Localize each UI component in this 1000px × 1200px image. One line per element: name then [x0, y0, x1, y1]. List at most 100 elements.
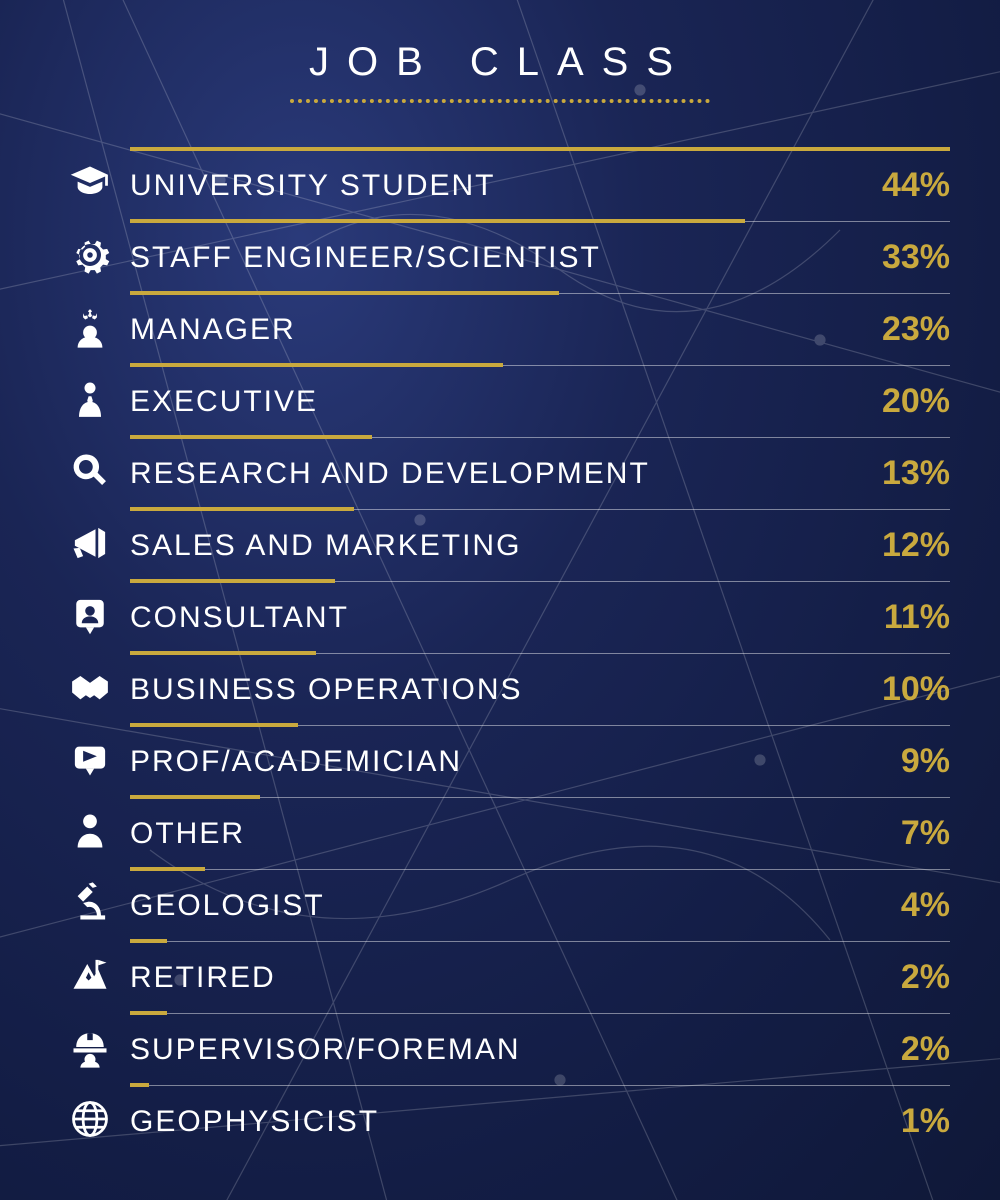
bar-track — [130, 579, 950, 583]
bar-fill — [130, 435, 372, 439]
job-class-label: PROF/ACADEMICIAN — [130, 739, 830, 779]
bar-track — [130, 795, 950, 799]
hardhat-icon — [50, 1025, 130, 1069]
job-class-label: SALES AND MARKETING — [130, 523, 830, 563]
job-class-row: GEOLOGIST4% — [50, 867, 950, 939]
bar-track — [130, 147, 950, 151]
job-class-label: SUPERVISOR/FOREMAN — [130, 1027, 830, 1067]
job-class-row: OTHER7% — [50, 795, 950, 867]
job-class-percent: 23% — [830, 306, 950, 349]
job-class-row: GEOPHYSICIST1% — [50, 1083, 950, 1155]
bar-track — [130, 363, 950, 367]
job-class-label: EXECUTIVE — [130, 379, 830, 419]
job-class-row: RETIRED2% — [50, 939, 950, 1011]
job-class-label: RESEARCH AND DEVELOPMENT — [130, 451, 830, 491]
job-class-percent: 9% — [830, 738, 950, 781]
bar-track — [130, 867, 950, 871]
job-class-row: MANAGER23% — [50, 291, 950, 363]
title-underline — [290, 99, 710, 103]
bar-divider — [298, 725, 950, 726]
job-class-label: BUSINESS OPERATIONS — [130, 667, 830, 707]
job-class-row: SUPERVISOR/FOREMAN2% — [50, 1011, 950, 1083]
bar-fill — [130, 795, 260, 799]
bar-divider — [503, 365, 950, 366]
bar-track — [130, 651, 950, 655]
bar-track — [130, 1083, 950, 1087]
job-class-label: STAFF ENGINEER/SCIENTIST — [130, 235, 830, 275]
grad-cap-icon — [50, 161, 130, 205]
job-class-label: RETIRED — [130, 955, 830, 995]
microscope-icon — [50, 881, 130, 925]
manager-icon — [50, 305, 130, 349]
bar-fill — [130, 867, 205, 871]
bar-track — [130, 939, 950, 943]
bar-fill — [130, 147, 950, 151]
handshake-icon — [50, 665, 130, 709]
job-class-label: GEOLOGIST — [130, 883, 830, 923]
bar-divider — [745, 221, 950, 222]
globe-icon — [50, 1097, 130, 1141]
job-class-row: PROF/ACADEMICIAN9% — [50, 723, 950, 795]
job-class-row: STAFF ENGINEER/SCIENTIST33% — [50, 219, 950, 291]
job-class-row: EXECUTIVE20% — [50, 363, 950, 435]
job-class-percent: 44% — [830, 162, 950, 205]
job-class-list: UNIVERSITY STUDENT44%STAFF ENGINEER/SCIE… — [50, 147, 950, 1155]
job-class-label: OTHER — [130, 811, 830, 851]
job-class-label: MANAGER — [130, 307, 830, 347]
job-class-row: CONSULTANT11% — [50, 579, 950, 651]
job-class-label: CONSULTANT — [130, 595, 830, 635]
job-class-percent: 1% — [830, 1098, 950, 1141]
bar-divider — [354, 509, 950, 510]
bar-divider — [372, 437, 950, 438]
bar-divider — [316, 653, 950, 654]
bar-fill — [130, 1011, 167, 1015]
page-title: JOB CLASS — [50, 40, 950, 85]
bar-track — [130, 507, 950, 511]
bar-fill — [130, 1083, 149, 1087]
job-class-percent: 2% — [830, 1026, 950, 1069]
bar-divider — [260, 797, 950, 798]
bar-fill — [130, 219, 745, 223]
gear-user-icon — [50, 233, 130, 277]
bar-divider — [559, 293, 950, 294]
person-icon — [50, 809, 130, 853]
magnify-icon — [50, 449, 130, 493]
job-class-row: UNIVERSITY STUDENT44% — [50, 147, 950, 219]
bar-fill — [130, 651, 316, 655]
bar-fill — [130, 291, 559, 295]
job-class-percent: 20% — [830, 378, 950, 421]
megaphone-icon — [50, 521, 130, 565]
bar-fill — [130, 939, 167, 943]
job-class-percent: 33% — [830, 234, 950, 277]
job-class-percent: 10% — [830, 666, 950, 709]
job-class-row: RESEARCH AND DEVELOPMENT13% — [50, 435, 950, 507]
prof-icon — [50, 737, 130, 781]
job-class-percent: 13% — [830, 450, 950, 493]
bar-track — [130, 1011, 950, 1015]
bar-divider — [167, 1013, 950, 1014]
bar-divider — [149, 1085, 950, 1086]
id-badge-icon — [50, 593, 130, 637]
mountain-icon — [50, 953, 130, 997]
job-class-label: UNIVERSITY STUDENT — [130, 163, 830, 203]
bar-fill — [130, 579, 335, 583]
job-class-percent: 12% — [830, 522, 950, 565]
job-class-row: BUSINESS OPERATIONS10% — [50, 651, 950, 723]
job-class-percent: 11% — [830, 594, 950, 637]
bar-track — [130, 435, 950, 439]
bar-fill — [130, 507, 354, 511]
job-class-percent: 2% — [830, 954, 950, 997]
job-class-label: GEOPHYSICIST — [130, 1099, 830, 1139]
job-class-percent: 7% — [830, 810, 950, 853]
bar-track — [130, 723, 950, 727]
bar-track — [130, 291, 950, 295]
bar-fill — [130, 723, 298, 727]
bar-divider — [335, 581, 950, 582]
bar-divider — [205, 869, 950, 870]
job-class-row: SALES AND MARKETING12% — [50, 507, 950, 579]
bar-track — [130, 219, 950, 223]
bar-divider — [167, 941, 950, 942]
bar-fill — [130, 363, 503, 367]
executive-icon — [50, 377, 130, 421]
job-class-percent: 4% — [830, 882, 950, 925]
